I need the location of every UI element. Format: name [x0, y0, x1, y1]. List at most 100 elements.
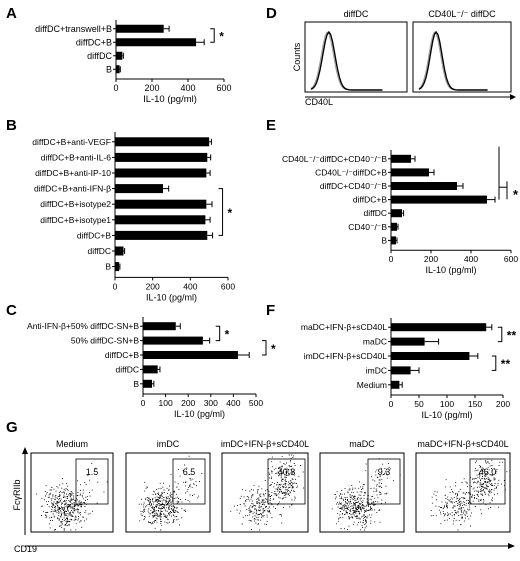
panel-a: A 0 200 400 600 IL-10 (pg/ml) diffDC+transwell…: [6, 5, 232, 105]
x-tick-label: 200: [146, 281, 160, 291]
scatter-title: maDC: [349, 439, 375, 449]
bar: [391, 209, 402, 218]
x-tick-label: 400: [464, 254, 478, 264]
bracket-line: [215, 325, 221, 342]
x-tick-label: 0: [113, 281, 118, 291]
panel-g: G Medium 1.5 imDC 6.5 imDC+IFN-β+sCD40L 40.8 ma…: [6, 419, 515, 554]
scatter-title: maDC+IFN-β+sCD40L: [417, 439, 508, 449]
bar: [391, 154, 411, 163]
category-label: diffDC+B+anti-IP-10: [35, 168, 111, 178]
bar: [391, 323, 487, 332]
bar: [115, 230, 208, 240]
gate-box: [172, 458, 206, 505]
category-label: diffDC+transwell+B: [35, 24, 112, 34]
category-label: CD40L⁻/⁻diffDC+B: [315, 167, 387, 177]
category-label: diffDC+B: [76, 37, 112, 47]
bar: [391, 366, 411, 375]
bar: [143, 336, 203, 345]
category-label: diffDC+B: [105, 350, 139, 360]
category-label: diffDC+B: [353, 195, 387, 205]
category-label: diffDC+B+isotype2: [40, 199, 111, 209]
bracket-line: [210, 28, 215, 43]
panels-layer: A 0 200 400 600 IL-10 (pg/ml) diffDC+transwell…: [6, 5, 519, 554]
x-tick-label: 400: [226, 398, 240, 408]
gate-box: [367, 458, 401, 505]
histogram-frame: [304, 21, 408, 93]
category-label: Medium: [357, 380, 387, 390]
x-tick-label: 400: [180, 83, 195, 93]
x-tick-label: 0: [389, 254, 394, 264]
category-label: diffDC+CD40⁻/⁻B: [320, 181, 387, 191]
bar: [115, 199, 207, 209]
bracket-line: [262, 340, 267, 356]
panel-letter-e: E: [266, 117, 276, 134]
gate-percent: 9.3: [378, 467, 391, 477]
bar: [115, 215, 206, 225]
bar: [115, 168, 207, 178]
bar: [115, 262, 120, 272]
x-tick-label: 500: [249, 398, 263, 408]
bar: [115, 246, 124, 256]
x-axis-label: CD19: [14, 544, 37, 554]
category-label: imDC+IFN-β+sCD40L: [304, 351, 388, 361]
panel-letter-d: D: [266, 5, 277, 22]
category-label: maDC: [363, 337, 387, 347]
bar: [391, 195, 487, 204]
x-tick-label: 200: [144, 83, 159, 93]
bar: [391, 168, 429, 177]
panel-f: F 0 50 100 150 200 IL-10 (pg/ml) maDC+IFN-β+sCD…: [266, 302, 516, 420]
category-label: CD40⁻/⁻B: [348, 222, 387, 232]
bar: [115, 137, 210, 147]
bracket-line: [491, 355, 497, 371]
x-tick-label: 400: [183, 281, 197, 291]
bar: [143, 365, 158, 374]
gate-percent: 46.0: [479, 467, 497, 477]
scatter-frame: [125, 452, 211, 533]
bar: [116, 51, 123, 60]
x-tick-label: 600: [216, 83, 231, 93]
significance-label: *: [513, 187, 519, 202]
category-label: B: [105, 262, 111, 272]
panel-letter-b: B: [6, 117, 17, 134]
gate-percent: 6.5: [183, 467, 196, 477]
x-tick-label: 0: [141, 398, 146, 408]
bar: [391, 380, 400, 389]
category-label: B: [106, 64, 112, 74]
x-axis-label: CD40L: [305, 97, 333, 107]
scatter-frame: [319, 452, 405, 533]
bracket-line: [218, 188, 224, 236]
x-tick-label: 200: [181, 398, 195, 408]
histogram-curve: [310, 30, 383, 91]
x-tick-label: 0: [389, 399, 394, 409]
x-tick-label: 200: [424, 254, 438, 264]
y-axis-label: Counts: [292, 42, 302, 71]
bar: [391, 352, 470, 360]
arrow-head: [508, 543, 515, 549]
x-axis-label: IL-10 (pg/ml): [425, 265, 476, 275]
bar: [143, 322, 176, 331]
x-axis-label: IL-10 (pg/ml): [174, 409, 225, 419]
category-label: B: [133, 379, 139, 389]
bracket-line: [497, 326, 503, 343]
category-label: diffDC+B+isotype1: [40, 215, 111, 225]
x-tick-label: 0: [113, 83, 118, 93]
category-label: Anti-IFN-β+50% diffDC-SN+B: [27, 321, 139, 331]
significance-label: *: [228, 206, 233, 220]
bar: [391, 236, 396, 245]
histogram-curve: [418, 30, 488, 91]
gate-box: [267, 458, 306, 505]
category-label: diffDC+B: [77, 230, 111, 240]
category-label: 50% diffDC-SN+B: [71, 336, 139, 346]
scatter-title: imDC+IFN-β+sCD40L: [221, 439, 309, 449]
x-tick-label: 100: [159, 398, 173, 408]
bar: [391, 337, 425, 346]
scatter-frame: [30, 452, 114, 533]
bar: [391, 182, 457, 190]
bar: [116, 38, 197, 47]
scatter-title: imDC: [157, 439, 180, 449]
gate-box: [469, 458, 506, 505]
panel-letter-f: F: [266, 302, 275, 319]
gate-box: [75, 458, 109, 505]
